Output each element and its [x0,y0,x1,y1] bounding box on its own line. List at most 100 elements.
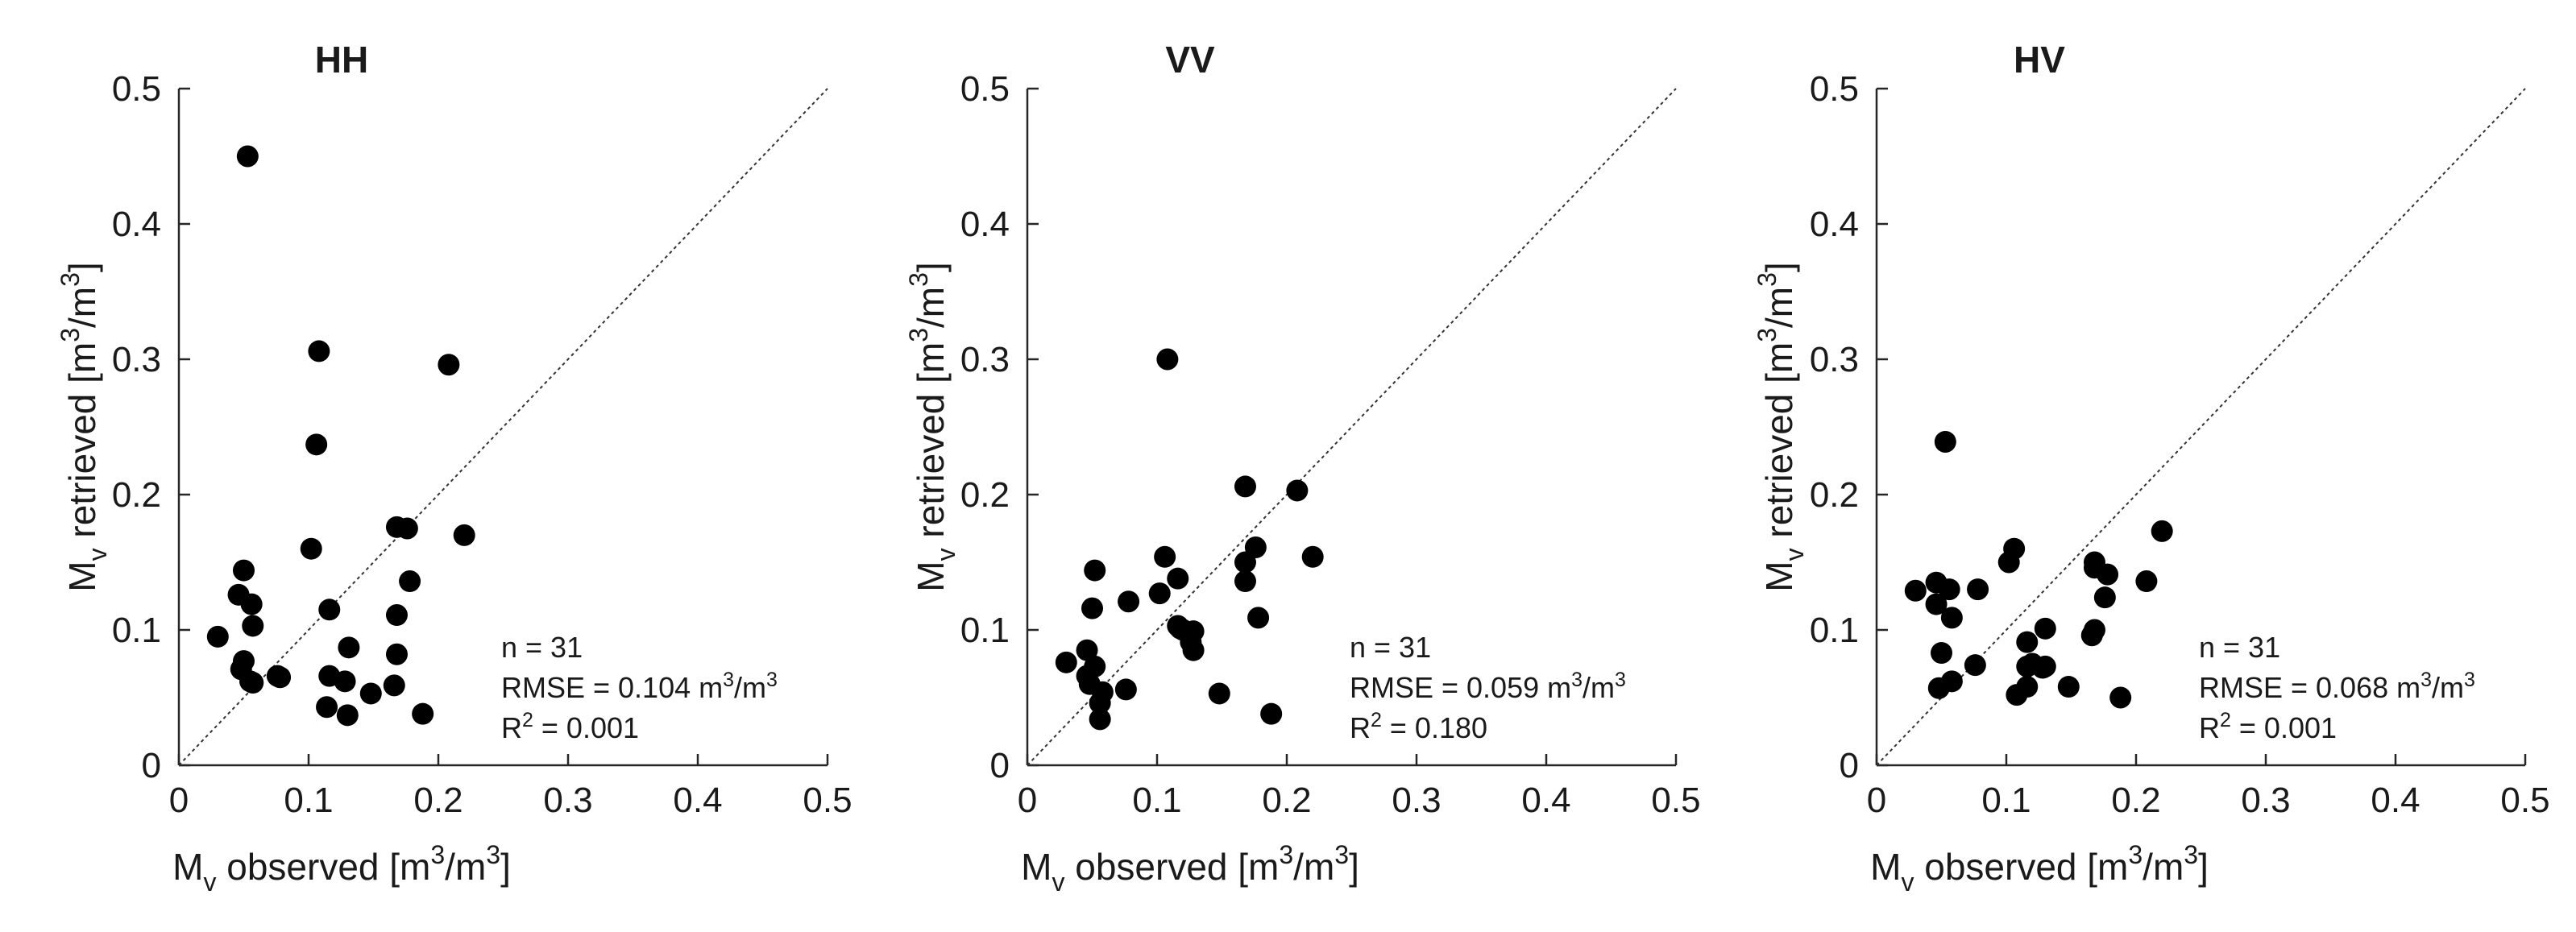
x-axis-label: Mv observed [m3/m3] [172,840,511,897]
y-tick-label: 0.3 [960,340,1010,379]
data-point [399,570,421,593]
stat-n: n = 31 [501,631,583,664]
data-point [334,670,356,693]
y-tick-label: 0.1 [960,611,1010,650]
x-tick-label: 0 [1018,781,1037,820]
data-point [1076,639,1098,661]
data-point [338,636,360,659]
panel-vv: 00 0.1 0.1 0.2 0.2 0.3 0.3 0.4 0.4 0.5 0.5 VV Mv o… [904,39,1701,897]
y-tick-label: 0.3 [112,340,161,379]
data-point [1148,582,1171,605]
y-tick-label: 0.3 [1810,340,1859,379]
data-point [1925,593,1948,615]
data-point [438,354,460,376]
y-axis-label: Mv retrieved [m3/m3] [904,262,960,591]
x-tick-label: 0.5 [1651,781,1700,820]
axes: 00 0.1 0.1 0.2 0.2 0.3 0.3 0.4 0.4 0.5 0.5 [1810,69,2550,820]
data-point [2109,686,2132,709]
x-tick-label: 0.3 [2241,781,2290,820]
data-point [396,517,418,540]
one-to-one-line [178,88,828,766]
stat-rmse: RMSE = 0.059 m3/m3 [1350,669,1626,704]
y-tick-label: 0.2 [112,475,161,515]
data-point [318,599,341,621]
data-point [2006,684,2028,706]
x-tick-label: 0.2 [2111,781,2160,820]
stats-box: n = 31 RMSE = 0.059 m3/m3 R2 = 0.180 [1350,631,1626,744]
data-point [1154,545,1176,568]
y-tick-label: 0.5 [112,69,161,109]
data-point [2016,631,2039,653]
data-point [1055,651,1077,673]
data-point [2080,624,2103,647]
data-points [1055,348,1324,731]
x-axis-label: Mv observed [m3/m3] [1870,840,2209,897]
data-point [453,524,475,546]
data-point [1967,578,1989,601]
data-point [1260,702,1283,725]
y-tick-label: 0.2 [1810,475,1859,515]
data-points [206,145,475,727]
data-point [1301,545,1324,568]
data-point [300,537,322,560]
data-point [233,559,255,582]
x-tick-label: 0.2 [1262,781,1311,820]
data-point [2093,586,2116,609]
stats-box: n = 31 RMSE = 0.068 m3/m3 R2 = 0.001 [2199,631,2475,744]
data-point [316,696,338,719]
data-point [359,682,382,705]
y-tick-label: 0 [142,746,161,785]
data-point [2034,617,2056,640]
data-point [1084,559,1106,582]
data-point [1904,579,1927,602]
y-tick-label: 0.5 [960,69,1010,109]
data-point [385,604,408,627]
data-point [1167,567,1189,590]
panel-hv: 00 0.1 0.1 0.2 0.2 0.3 0.3 0.4 0.4 0.5 0.5 HV Mv o… [1753,39,2550,897]
data-point [1940,607,1963,629]
data-point [1118,590,1140,613]
data-point [1172,619,1194,641]
stat-r2: R2 = 0.001 [2199,709,2337,744]
data-point [2151,520,2173,542]
x-tick-label: 0.1 [1981,781,2031,820]
x-tick-label: 0 [1867,781,1886,820]
panel-hh: 00 0.1 0.1 0.2 0.2 0.3 0.3 0.4 0.4 0.5 0.5 HH Mv o… [56,39,852,897]
data-point [1156,348,1179,371]
data-point [2057,676,2080,698]
y-tick-label: 0 [990,746,1010,785]
x-axis-label: Mv observed [m3/m3] [1021,840,1359,897]
x-tick-label: 0.2 [413,781,463,820]
data-point [240,593,263,615]
y-tick-label: 0 [1840,746,1859,785]
data-point [305,433,328,456]
panel-title: VV [1165,39,1215,81]
data-points [1904,430,2173,709]
data-point [269,666,292,689]
data-point [1081,597,1103,619]
data-point [385,643,408,665]
y-tick-label: 0.5 [1810,69,1859,109]
y-tick-label: 0.1 [112,611,161,650]
data-point [1234,570,1256,593]
data-point [308,340,330,362]
data-point [1938,578,1960,601]
stats-box: n = 31 RMSE = 0.104 m3/m3 R2 = 0.001 [501,631,778,744]
panel-title: HV [2014,39,2065,81]
axes: 00 0.1 0.1 0.2 0.2 0.3 0.3 0.4 0.4 0.5 0.5 [960,69,1701,820]
stat-n: n = 31 [1350,631,1431,664]
data-point [1089,708,1111,731]
y-tick-label: 0.4 [960,205,1010,244]
data-point [239,670,262,693]
data-point [2135,570,2158,593]
x-tick-label: 0.4 [2371,781,2420,820]
x-tick-label: 0.5 [2500,781,2549,820]
stat-r2: R2 = 0.180 [1350,709,1487,744]
data-point [1931,642,1952,665]
y-tick-label: 0.4 [112,205,161,244]
data-point [1234,475,1256,498]
x-tick-label: 0.1 [284,781,333,820]
x-tick-label: 0.1 [1132,781,1181,820]
data-point [242,615,264,637]
